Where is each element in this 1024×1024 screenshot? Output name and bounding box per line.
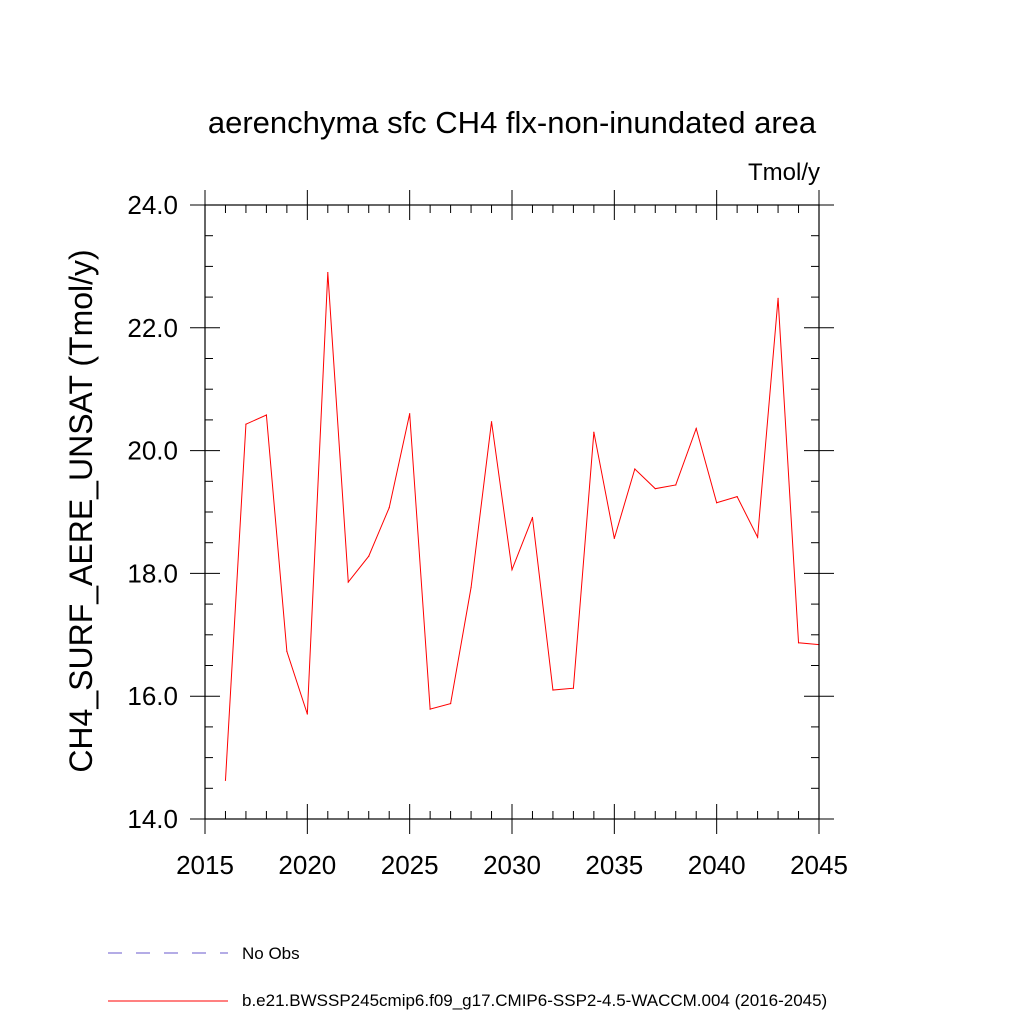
y-tick-label: 18.0 xyxy=(127,558,178,588)
data-point xyxy=(757,536,759,538)
data-point xyxy=(265,414,267,416)
x-tick-label: 2015 xyxy=(176,850,234,880)
data-point xyxy=(368,555,370,557)
data-point xyxy=(736,496,738,498)
data-point xyxy=(224,779,227,781)
data-point xyxy=(388,507,390,509)
units-label: Tmol/y xyxy=(748,159,820,186)
x-tick-label: 2040 xyxy=(688,850,746,880)
x-tick-label: 2025 xyxy=(381,850,439,880)
y-tick-label: 14.0 xyxy=(127,804,178,834)
data-point xyxy=(593,431,595,433)
data-point xyxy=(490,421,493,423)
x-tick-label: 2035 xyxy=(585,850,643,880)
data-point xyxy=(450,702,452,705)
data-point xyxy=(777,297,779,299)
plot-series xyxy=(224,271,820,781)
data-point xyxy=(634,468,636,470)
x-tick-label: 2020 xyxy=(278,850,336,880)
y-tick-label: 22.0 xyxy=(127,313,178,343)
y-tick-label: 24.0 xyxy=(127,190,178,220)
x-tick-label: 2030 xyxy=(483,850,541,880)
axis-ticks xyxy=(190,190,834,834)
data-point xyxy=(470,586,472,589)
chart-title: aerenchyma sfc CH4 flx-non-inundated are… xyxy=(208,105,817,140)
data-point xyxy=(695,427,697,430)
x-tick-label: 2045 xyxy=(790,850,848,880)
data-point xyxy=(531,516,534,519)
data-point xyxy=(654,488,656,490)
data-point xyxy=(286,650,288,652)
y-tick-label: 20.0 xyxy=(127,436,178,466)
data-point xyxy=(797,642,800,644)
data-point xyxy=(429,708,431,710)
axis-tick-labels: 2015 2020 2025 2030 2035 2040 2045 14.0 16.0 18.0… xyxy=(127,190,848,880)
data-point xyxy=(572,687,575,689)
data-point xyxy=(552,689,554,691)
data-point xyxy=(409,413,411,415)
legend-label-no-obs: No Obs xyxy=(242,944,300,963)
data-point xyxy=(675,484,677,486)
data-point xyxy=(613,537,615,540)
data-point xyxy=(511,569,513,571)
series-line-1 xyxy=(224,272,820,781)
legend: No Obs b.e21.BWSSP245cmip6.f09_g17.CMIP6… xyxy=(108,944,827,1010)
legend-label-model: b.e21.BWSSP245cmip6.f09_g17.CMIP6-SSP2-4… xyxy=(242,991,827,1010)
data-point xyxy=(245,423,247,425)
y-tick-label: 16.0 xyxy=(127,681,178,711)
data-point xyxy=(306,713,308,715)
data-point xyxy=(347,581,349,583)
data-point xyxy=(327,271,329,274)
data-point xyxy=(716,502,718,504)
plot-frame xyxy=(204,204,820,820)
y-axis-label: CH4_SURF_AERE_UNSAT (Tmol/y) xyxy=(63,249,99,772)
